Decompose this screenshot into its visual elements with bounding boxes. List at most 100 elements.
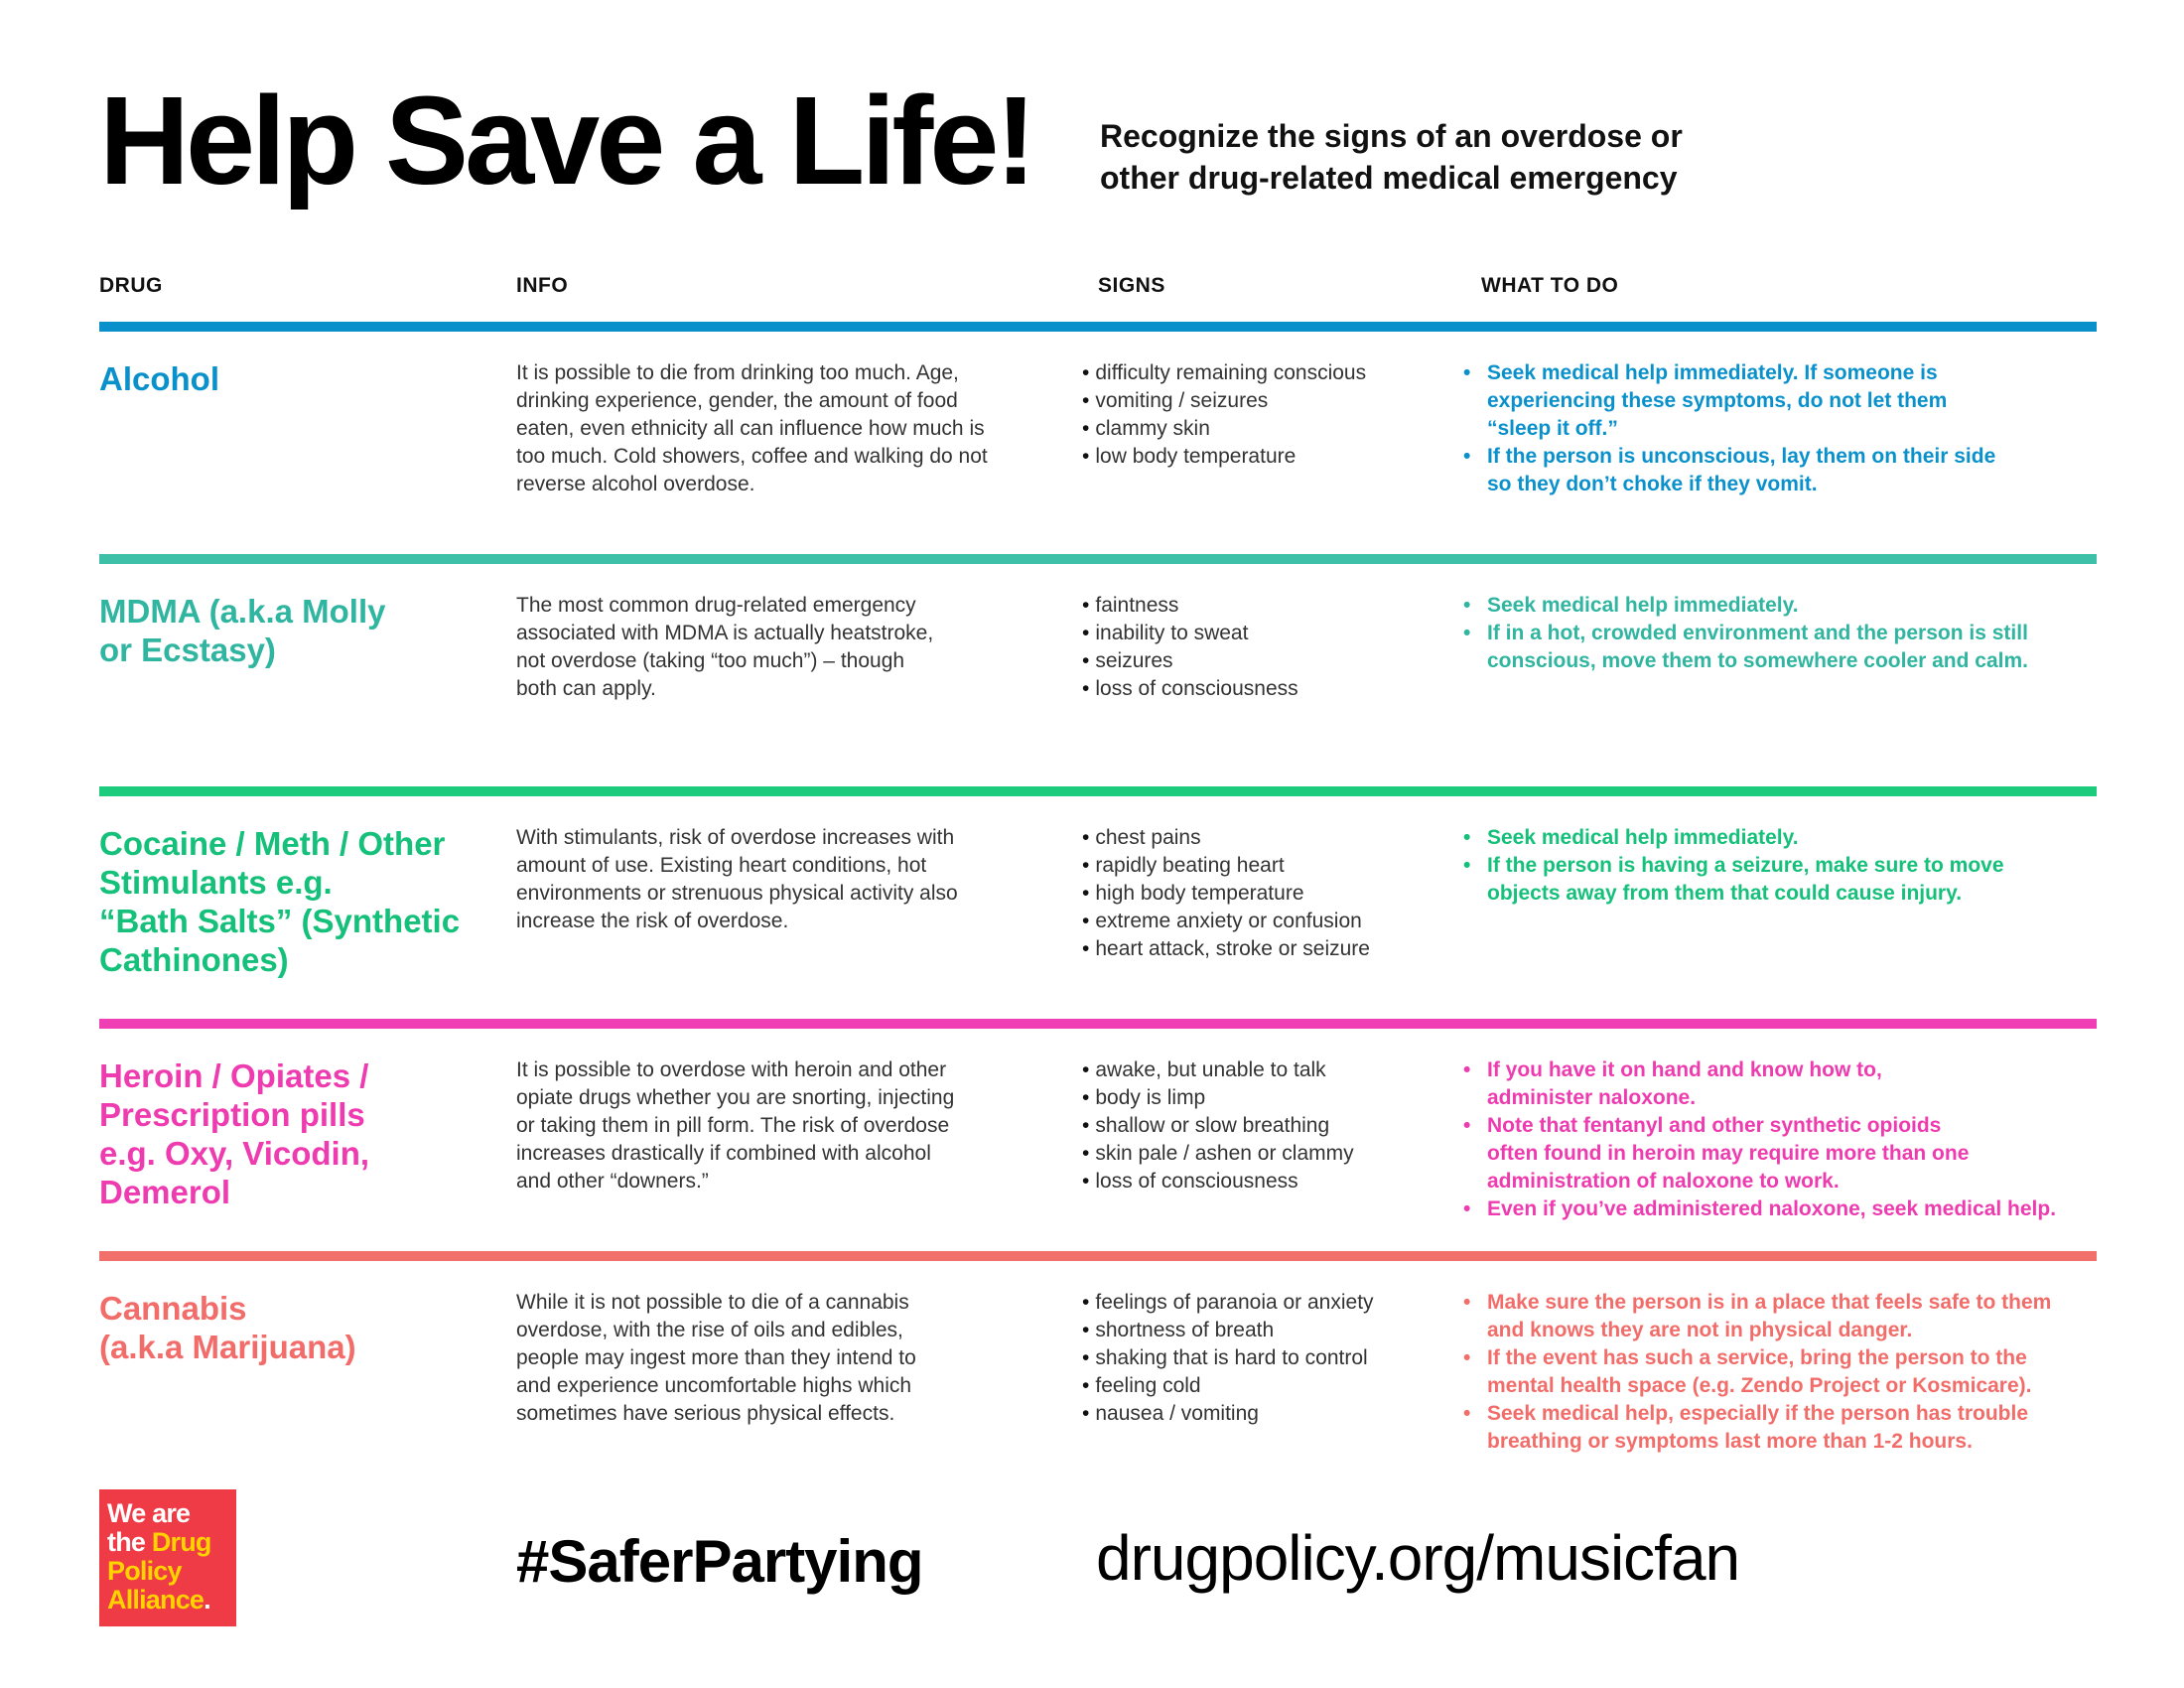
hashtag: #SaferPartying — [516, 1528, 924, 1595]
dpa-logo: We are the Drug Policy Alliance. — [99, 1489, 236, 1626]
drug-name-line: Stimulants e.g. — [99, 864, 333, 901]
action-line: Make sure the person is in a place that … — [1487, 1291, 2052, 1314]
info-line: environments or strenuous physical activ… — [516, 882, 958, 905]
info-line: or taking them in pill form. The risk of… — [516, 1114, 950, 1137]
sign-item: inability to sweat — [1080, 620, 1477, 647]
drug-name-line: Cathinones) — [99, 941, 289, 978]
action-item: Make sure the person is in a place that … — [1461, 1289, 2097, 1344]
action-line: administration of naloxone to work. — [1487, 1170, 1840, 1193]
page-subtitle: Recognize the signs of an overdose or ot… — [1100, 115, 1683, 199]
drug-info: It is possible to die from drinking too … — [516, 359, 1042, 498]
action-item: Note that fentanyl and other synthetic o… — [1461, 1112, 2097, 1196]
action-line: Seek medical help immediately. — [1487, 594, 1799, 617]
sign-item: vomiting / seizures — [1080, 387, 1477, 415]
drug-name-line: Cocaine / Meth / Other — [99, 825, 446, 862]
drug-name: Cannabis (a.k.a Marijuana) — [99, 1289, 477, 1366]
sign-item: awake, but unable to talk — [1080, 1056, 1477, 1084]
column-header-signs: SIGNS — [1098, 274, 1165, 297]
row-divider — [99, 1251, 2097, 1261]
action-line: conscious, move them to somewhere cooler… — [1487, 649, 2028, 672]
signs-list: chest painsrapidly beating hearthigh bod… — [1080, 824, 1477, 963]
info-line: opiate drugs whether you are snorting, i… — [516, 1086, 955, 1109]
action-line: Note that fentanyl and other synthetic o… — [1487, 1114, 1942, 1137]
action-item: If you have it on hand and know how to, a… — [1461, 1056, 2097, 1112]
logo-text: the — [107, 1527, 152, 1557]
drug-row: Alcohol It is possible to die from drinki… — [99, 322, 2097, 554]
sign-item: difficulty remaining conscious — [1080, 359, 1477, 387]
action-item: If the event has such a service, bring t… — [1461, 1344, 2097, 1400]
drug-info: While it is not possible to die of a can… — [516, 1289, 1042, 1428]
info-line: It is possible to die from drinking too … — [516, 361, 959, 384]
info-line: too much. Cold showers, coffee and walki… — [516, 445, 988, 468]
drug-info: The most common drug-related emergency as… — [516, 592, 1042, 703]
row-divider — [99, 322, 2097, 332]
action-item: If the person is unconscious, lay them o… — [1461, 443, 2097, 498]
action-line: experiencing these symptoms, do not let … — [1487, 389, 1948, 412]
action-line: so they don’t choke if they vomit. — [1487, 473, 1818, 495]
info-line: people may ingest more than they intend … — [516, 1346, 916, 1369]
column-header-what-to-do: WHAT TO DO — [1481, 274, 1619, 297]
logo-line: Alliance. — [107, 1586, 228, 1615]
subtitle-line: other drug-related medical emergency — [1100, 160, 1678, 196]
info-line: associated with MDMA is actually heatstr… — [516, 622, 934, 644]
drug-name-line: Heroin / Opiates / — [99, 1057, 369, 1094]
sign-item: loss of consciousness — [1080, 1168, 1477, 1196]
drug-name: Cocaine / Meth / Other Stimulants e.g. “Ba… — [99, 824, 477, 979]
action-line: Seek medical help immediately. If someon… — [1487, 361, 1938, 384]
drug-name-line: (a.k.a Marijuana) — [99, 1329, 356, 1365]
drug-name-line: Alcohol — [99, 360, 219, 397]
info-line: and other “downers.” — [516, 1170, 709, 1193]
info-line: The most common drug-related emergency — [516, 594, 916, 617]
info-line: With stimulants, risk of overdose increa… — [516, 826, 955, 849]
action-line: “sleep it off.” — [1487, 417, 1618, 440]
action-item: Even if you’ve administered naloxone, se… — [1461, 1196, 2097, 1223]
action-item: If in a hot, crowded environment and the… — [1461, 620, 2097, 675]
drug-row: Heroin / Opiates / Prescription pills e.g.… — [99, 1019, 2097, 1251]
sign-item: feelings of paranoia or anxiety — [1080, 1289, 1477, 1317]
action-line: mental health space (e.g. Zendo Project … — [1487, 1374, 2032, 1397]
drug-row: MDMA (a.k.a Molly or Ecstasy) The most com… — [99, 554, 2097, 786]
sign-item: high body temperature — [1080, 880, 1477, 908]
column-header-info: INFO — [516, 274, 569, 297]
action-line: If the person is having a seizure, make … — [1487, 854, 2004, 877]
sign-item: low body temperature — [1080, 443, 1477, 471]
what-to-do-list: Seek medical help immediately. If someon… — [1461, 359, 2097, 498]
row-divider — [99, 1019, 2097, 1029]
action-line: objects away from them that could cause … — [1487, 882, 1963, 905]
sign-item: feeling cold — [1080, 1372, 1477, 1400]
info-line: increase the risk of overdose. — [516, 910, 789, 932]
drug-name-line: Demerol — [99, 1174, 231, 1210]
drug-info: With stimulants, risk of overdose increa… — [516, 824, 1042, 935]
logo-text: We are — [107, 1498, 191, 1528]
row-divider — [99, 786, 2097, 796]
what-to-do-list: Seek medical help immediately. If in a ho… — [1461, 592, 2097, 675]
sign-item: body is limp — [1080, 1084, 1477, 1112]
drug-row: Cocaine / Meth / Other Stimulants e.g. “Ba… — [99, 786, 2097, 1019]
logo-line: the Drug — [107, 1528, 228, 1557]
drug-name-line: e.g. Oxy, Vicodin, — [99, 1135, 370, 1172]
action-line: Seek medical help, especially if the per… — [1487, 1402, 2029, 1425]
website-url[interactable]: drugpolicy.org/musicfan — [1096, 1522, 1740, 1594]
drug-row: Cannabis (a.k.a Marijuana) While it is not… — [99, 1251, 2097, 1476]
signs-list: awake, but unable to talkbody is limpsha… — [1080, 1056, 1477, 1196]
signs-list: faintnessinability to sweatseizuresloss … — [1080, 592, 1477, 703]
sign-item: extreme anxiety or confusion — [1080, 908, 1477, 935]
logo-text: Drug — [151, 1527, 212, 1557]
what-to-do-list: Make sure the person is in a place that … — [1461, 1289, 2097, 1456]
logo-text: Policy — [107, 1556, 183, 1586]
action-line: If in a hot, crowded environment and the… — [1487, 622, 2028, 644]
sign-item: nausea / vomiting — [1080, 1400, 1477, 1428]
sign-item: seizures — [1080, 647, 1477, 675]
logo-text: Alliance — [107, 1585, 205, 1615]
drug-name: MDMA (a.k.a Molly or Ecstasy) — [99, 592, 477, 669]
column-header-drug: DRUG — [99, 274, 163, 297]
sign-item: loss of consciousness — [1080, 675, 1477, 703]
info-line: not overdose (taking “too much”) – thoug… — [516, 649, 905, 672]
action-line: If you have it on hand and know how to, — [1487, 1058, 1882, 1081]
sign-item: faintness — [1080, 592, 1477, 620]
action-item: Seek medical help immediately. If someon… — [1461, 359, 2097, 443]
info-line: both can apply. — [516, 677, 656, 700]
action-line: and knows they are not in physical dange… — [1487, 1319, 1913, 1341]
signs-list: difficulty remaining consciousvomiting /… — [1080, 359, 1477, 471]
drug-name-line: Prescription pills — [99, 1096, 365, 1133]
